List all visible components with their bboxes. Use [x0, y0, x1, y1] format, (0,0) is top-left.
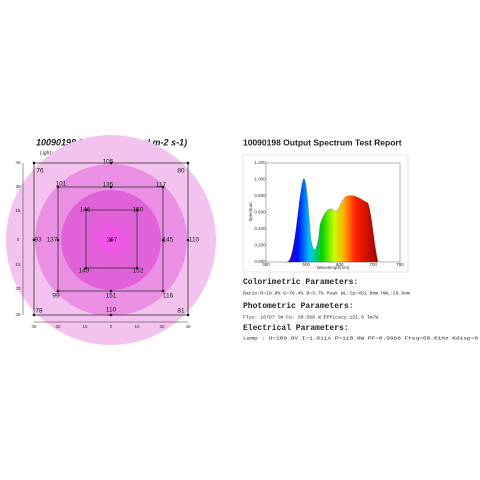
reading: 137	[47, 237, 58, 244]
reading: 150	[133, 207, 144, 214]
axis-label: 30	[15, 184, 21, 189]
axis-label: 45	[15, 312, 21, 317]
section-heading: Colorimetric Parameters:	[243, 278, 358, 287]
grid-dot	[186, 161, 190, 165]
y-tick-label: 0.400	[254, 226, 266, 231]
reading: 105	[103, 159, 114, 166]
axis-label: 30	[159, 324, 165, 329]
reading: 110	[189, 237, 200, 244]
middle-readings: 101 135 117 137 145 99 151 116	[47, 181, 174, 300]
axis-label: 45	[185, 324, 191, 329]
y-tick-label: 0.800	[254, 193, 266, 198]
reading: 116	[163, 293, 174, 300]
grid-dot	[84, 266, 88, 270]
axis-label: 15	[82, 324, 88, 329]
grid-dot	[135, 266, 139, 270]
grid-dot	[56, 238, 60, 242]
reading: 117	[156, 182, 167, 189]
axis-label: 45	[31, 324, 37, 329]
grid-dot	[161, 238, 165, 242]
x-axis-label: Wavelength(nm)	[317, 265, 350, 270]
reading: 101	[56, 181, 67, 188]
reading: 152	[133, 268, 144, 275]
axis-label: 30	[55, 324, 61, 329]
y-tick-label: 1.000	[254, 177, 266, 182]
inner-square	[85, 209, 138, 269]
grid-dot	[32, 313, 36, 317]
reading: 80	[177, 168, 185, 175]
grid-dot	[161, 185, 165, 189]
reading: 93	[34, 237, 42, 244]
y-tick-label: 0.000	[254, 259, 266, 264]
x-tick-label: 700	[369, 262, 377, 267]
x-tick-label: 780	[396, 262, 404, 267]
grid-dot	[109, 185, 113, 189]
grid-dot	[109, 238, 113, 242]
axis-label: 15	[15, 262, 21, 267]
x-tick-label: 500	[302, 262, 310, 267]
spectrum-curve	[286, 178, 379, 263]
reading: 99	[52, 293, 60, 300]
grid-dot	[56, 185, 60, 189]
axis-label: 45	[15, 160, 21, 165]
grid-dot	[135, 208, 139, 212]
grid-dot	[84, 208, 88, 212]
reading: 110	[106, 307, 117, 314]
y-tick-label: 1.200	[254, 160, 266, 165]
x-tick-label: 600	[336, 262, 344, 267]
grid-dot	[56, 289, 60, 293]
reading: 146	[80, 207, 91, 214]
center-reading: 267	[107, 237, 118, 244]
grid-dots	[32, 161, 190, 317]
report: Colorimetric Parameters: Ratio:R=19.8% G…	[243, 278, 478, 341]
y-tick-label: 0.200	[254, 243, 266, 248]
outer-readings: 76 105 80 93 110 78 110 81	[34, 159, 199, 315]
axis-label: 30	[15, 286, 21, 291]
reading: 135	[103, 182, 114, 189]
reading: 78	[35, 308, 43, 315]
reading: 149	[79, 268, 90, 275]
y-tick-label: 0.600	[254, 210, 266, 215]
reading: 81	[177, 308, 185, 315]
y-axis-label: Spectrum	[248, 202, 253, 222]
grid-dot	[109, 289, 113, 293]
section-heading: Electrical Parameters:	[243, 324, 349, 333]
axis-label: 0	[110, 324, 113, 329]
axis-label: 15	[134, 324, 140, 329]
section-line: Ratio:R=19.8% G=76.4% B=3.7% Peak WL:lp=…	[243, 290, 410, 296]
reading: 76	[36, 168, 44, 175]
x-tick-label: 380	[262, 262, 270, 267]
grid-dot	[186, 238, 190, 242]
section-line: Lamp : U=109.8V I=1.011A P=110.8W PF=0.9…	[243, 335, 478, 341]
grid-dot	[109, 313, 113, 317]
section-heading: Photometric Parameters:	[243, 302, 353, 311]
section-line: Flux: 16797 lm Fe: 50.568 W Efficacy:151…	[243, 314, 378, 320]
grid-dot	[109, 161, 113, 165]
grid-dot	[186, 313, 190, 317]
grid-dot	[32, 238, 36, 242]
axis-label: 15	[15, 208, 21, 213]
axis-label: 0	[17, 237, 20, 242]
reading: 145	[163, 237, 174, 244]
inner-readings: 146 150 149 152 267	[79, 207, 144, 275]
grid-dot	[32, 161, 36, 165]
spectrum-title: 10090198 Output Spectrum Test Report	[243, 137, 402, 147]
grid-dot	[161, 289, 165, 293]
reading: 151	[106, 293, 117, 300]
